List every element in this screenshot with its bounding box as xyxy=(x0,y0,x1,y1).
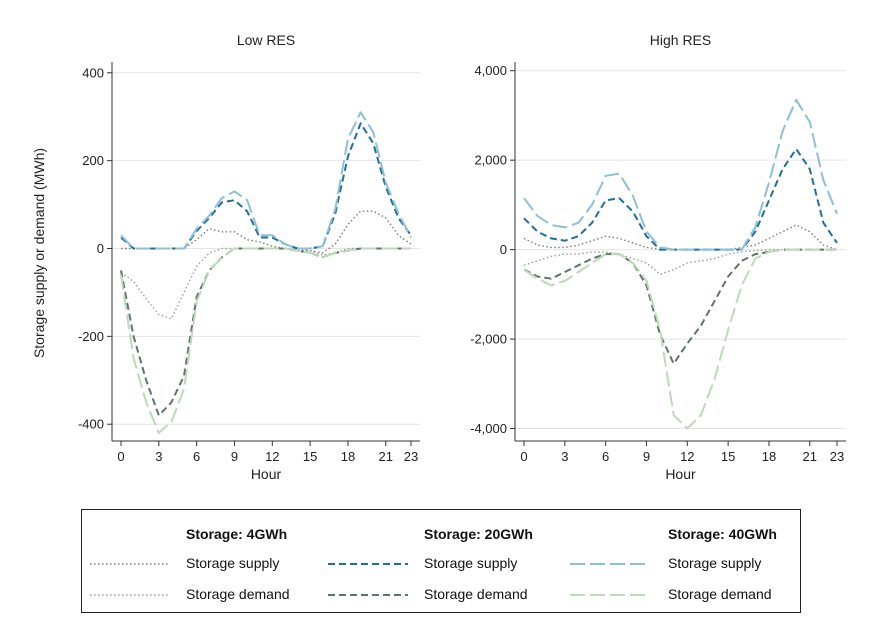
series-line-storage-4gwhsupply xyxy=(121,210,412,254)
x-tick-label: 0 xyxy=(520,449,527,464)
x-tick-label: 6 xyxy=(193,449,200,464)
y-tick-label: 0 xyxy=(500,242,507,257)
legend-label: Storage supply xyxy=(668,555,762,571)
x-tick-label: 12 xyxy=(265,449,279,464)
y-tick-label: 4,000 xyxy=(474,63,507,78)
series-line-storage-4gwhdemand xyxy=(523,248,837,275)
x-axis-label: Hour xyxy=(665,466,696,482)
x-tick-label: 12 xyxy=(680,449,694,464)
legend-group-title: Storage: 20GWh xyxy=(424,526,533,542)
panel-high-res: -4,000 -2,000 0 2,000 4,000 0 3 6 9 12 15 18 21 23 Hig… xyxy=(470,32,846,482)
x-tick-label: 9 xyxy=(231,449,238,464)
legend-swatch-4gwh-supply xyxy=(90,563,170,565)
series-line-storage-40gwhdemand xyxy=(523,248,837,430)
legend-label: Storage demand xyxy=(668,586,772,602)
x-tick-label: 15 xyxy=(303,449,317,464)
x-tick-label: 15 xyxy=(721,449,735,464)
series-line-storage-4gwhsupply xyxy=(523,224,838,251)
legend-swatch-20gwh-supply xyxy=(328,563,408,565)
series-line-storage-40gwhdemand xyxy=(120,247,411,434)
y-tick-label: -400 xyxy=(78,417,104,432)
x-tick-label: 3 xyxy=(561,449,568,464)
series-line-storage-4gwhdemand xyxy=(120,247,411,320)
x-axis-label: Hour xyxy=(251,466,282,482)
series-line-storage-40gwhsupply xyxy=(523,98,838,251)
legend: Storage: 4GWh Storage: 20GWh Storage: 40… xyxy=(81,509,801,613)
legend-swatch-4gwh-demand xyxy=(90,594,170,596)
x-tick-label: 21 xyxy=(379,449,393,464)
y-tick-label: -4,000 xyxy=(470,421,507,436)
series-line-storage-20gwhdemand xyxy=(120,247,411,417)
series-line-storage-40gwhsupply xyxy=(120,111,412,250)
y-tick-label: 0 xyxy=(97,241,104,256)
legend-swatch-40gwh-supply xyxy=(570,563,650,565)
x-tick-label: 6 xyxy=(602,449,609,464)
panel-low-res: -400 -200 0 200 400 0 3 6 9 12 15 18 21 23 Low RES Hour xyxy=(78,32,420,482)
y-axis-label: Storage supply or demand (MWh) xyxy=(31,148,47,358)
x-tick-label: 18 xyxy=(762,449,776,464)
x-tick-label: 18 xyxy=(341,449,355,464)
x-tick-label: 0 xyxy=(117,449,124,464)
y-tick-label: 2,000 xyxy=(474,153,507,168)
panel-title: Low RES xyxy=(237,32,295,48)
y-tick-label: -200 xyxy=(78,329,104,344)
x-tick-label: 9 xyxy=(643,449,650,464)
series-line-storage-20gwhdemand xyxy=(523,248,837,365)
legend-group-title: Storage: 4GWh xyxy=(186,526,288,542)
series-line-storage-20gwhsupply xyxy=(120,122,412,250)
legend-label: Storage demand xyxy=(424,586,528,602)
series-line-storage-20gwhsupply xyxy=(523,148,838,251)
legend-swatch-40gwh-demand xyxy=(570,594,650,596)
legend-label: Storage supply xyxy=(186,555,280,571)
legend-label: Storage demand xyxy=(186,586,290,602)
x-tick-label: 23 xyxy=(404,449,418,464)
x-tick-label: 3 xyxy=(155,449,162,464)
panel-title: High RES xyxy=(650,32,711,48)
y-tick-label: 200 xyxy=(82,153,104,168)
x-tick-label: 23 xyxy=(830,449,844,464)
y-tick-label: -2,000 xyxy=(470,332,507,347)
legend-swatch-20gwh-demand xyxy=(328,594,408,596)
x-tick-label: 21 xyxy=(803,449,817,464)
legend-group-title: Storage: 40GWh xyxy=(668,526,777,542)
y-tick-label: 400 xyxy=(82,65,104,80)
legend-label: Storage supply xyxy=(424,555,518,571)
